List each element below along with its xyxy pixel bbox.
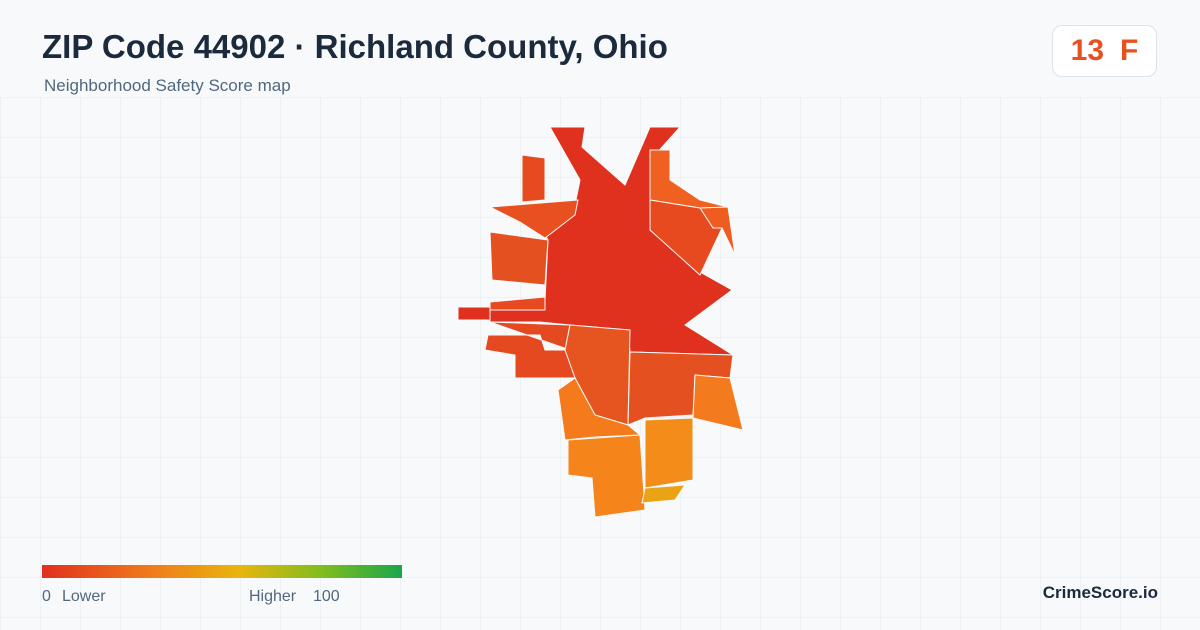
zip-areas: [457, 126, 744, 518]
score-grade: F: [1120, 34, 1139, 67]
title: ZIP Code 44902 · Richland County, Ohio: [42, 28, 668, 65]
zip-area: [567, 434, 646, 518]
legend-max: 100: [313, 588, 340, 605]
zip-area: [649, 199, 723, 276]
brand: CrimeScore.io: [1042, 583, 1158, 602]
zip-area: [692, 374, 744, 431]
score-box: 13 F: [1052, 25, 1157, 77]
subtitle: Neighborhood Safety Score map: [44, 76, 291, 95]
legend-gradient: [42, 565, 402, 578]
zip-area: [488, 199, 579, 239]
legend-high: Higher: [249, 588, 297, 605]
legend-min: 0: [42, 588, 51, 605]
zip-area: [489, 231, 549, 286]
zip-area: [457, 306, 491, 321]
score-value: 13: [1070, 34, 1105, 67]
zip-area: [641, 484, 686, 504]
zip-area: [699, 206, 736, 256]
zip-area: [644, 417, 694, 489]
legend-low: Lower: [62, 588, 106, 605]
zip-area: [521, 154, 546, 203]
